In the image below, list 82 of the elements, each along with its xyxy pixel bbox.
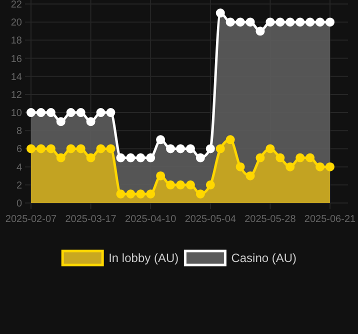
point: [116, 189, 126, 198]
legend-label: Casino (AU): [231, 251, 297, 266]
point: [206, 180, 215, 190]
point: [156, 171, 166, 180]
point: [186, 144, 195, 154]
y-tick-label: 22: [10, 0, 22, 10]
point: [96, 108, 106, 118]
point: [66, 144, 76, 154]
point: [96, 144, 106, 154]
point: [286, 18, 295, 27]
y-tick-label: 16: [10, 54, 22, 65]
point: [36, 108, 46, 118]
point: [266, 144, 275, 154]
point: [176, 144, 185, 154]
point: [156, 135, 166, 144]
y-tick-label: 2: [16, 180, 22, 192]
x-tick-label: 2025-04-10: [125, 214, 177, 225]
point: [56, 117, 66, 126]
point: [196, 153, 205, 162]
point: [216, 144, 225, 154]
point: [316, 162, 325, 172]
point: [146, 189, 156, 198]
point: [86, 117, 96, 126]
point: [36, 144, 46, 154]
point: [166, 180, 176, 190]
point: [46, 144, 56, 154]
point: [126, 189, 136, 198]
point: [26, 144, 36, 154]
point: [286, 162, 295, 172]
x-tick-label: 2025-05-28: [244, 214, 296, 225]
x-tick-label: 2025-05-04: [184, 214, 236, 225]
y-tick-label: 6: [16, 144, 22, 156]
point: [206, 144, 215, 154]
point: [186, 180, 195, 190]
point: [246, 171, 255, 180]
y-tick-label: 20: [10, 18, 22, 29]
point: [276, 18, 285, 27]
point: [246, 18, 255, 27]
point: [236, 18, 245, 27]
y-tick-label: 10: [10, 108, 22, 120]
point: [66, 108, 76, 118]
point: [226, 135, 235, 144]
point: [296, 153, 305, 162]
y-tick-label: 18: [10, 36, 22, 47]
point: [106, 144, 116, 154]
point: [136, 189, 146, 198]
point: [146, 153, 156, 162]
point: [136, 153, 146, 162]
x-tick-label: 2025-03-17: [65, 214, 117, 225]
point: [76, 144, 86, 154]
y-tick-label: 12: [10, 90, 22, 101]
point: [26, 108, 36, 118]
point: [276, 153, 285, 162]
point: [326, 162, 334, 172]
point: [116, 153, 126, 162]
point: [296, 18, 305, 27]
point: [326, 18, 334, 27]
point: [46, 108, 56, 118]
point: [106, 108, 116, 118]
y-tick-label: 14: [10, 72, 22, 83]
legend-label: In lobby (AU): [108, 251, 179, 266]
x-tick-label: 2025-02-07: [5, 214, 58, 225]
point: [126, 153, 136, 162]
y-tick-label: 8: [16, 126, 22, 138]
point: [76, 108, 86, 118]
point: [216, 8, 225, 18]
point: [306, 153, 315, 162]
point: [306, 18, 315, 27]
point: [226, 18, 235, 27]
point: [176, 180, 185, 190]
point: [266, 18, 275, 27]
point: [56, 153, 66, 162]
point: [316, 18, 325, 27]
point: [236, 162, 245, 172]
point: [196, 189, 205, 198]
x-tick-label: 2025-06-21: [304, 214, 356, 225]
y-tick-label: 4: [16, 162, 22, 174]
point: [256, 153, 265, 162]
point: [86, 153, 96, 162]
point: [256, 26, 265, 36]
point: [166, 144, 176, 154]
y-tick-label: 0: [16, 198, 22, 210]
